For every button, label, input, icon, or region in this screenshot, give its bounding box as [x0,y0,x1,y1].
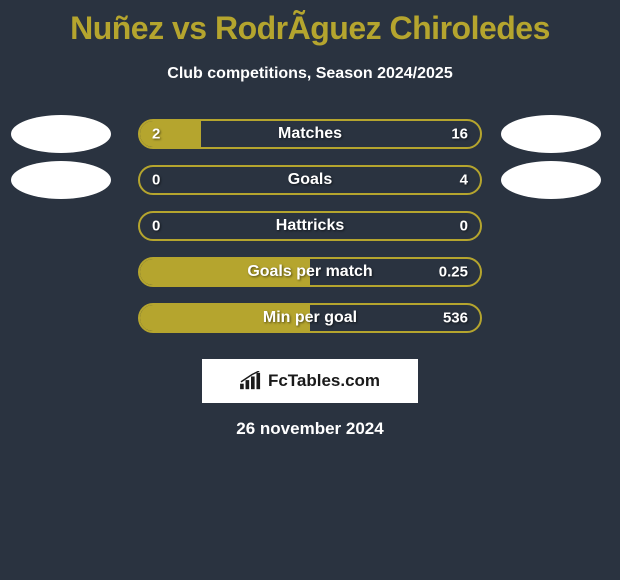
stat-value-right: 4 [460,172,468,189]
stat-bar: Goals per match 0.25 [138,257,482,287]
stat-bar: 0 Hattricks 0 [138,211,482,241]
avatar-left [11,161,111,199]
logo-box[interactable]: FcTables.com [202,359,418,403]
stat-value-right: 16 [451,126,468,143]
stat-value-right: 0 [460,218,468,235]
avatar-left [11,115,111,153]
stat-label: Hattricks [276,217,344,235]
root: Nuñez vs RodrÃ­guez Chiroledes Club comp… [0,0,620,439]
stat-label: Goals [288,171,332,189]
stat-value-right: 536 [443,310,468,327]
page-title: Nuñez vs RodrÃ­guez Chiroledes [70,10,550,47]
stat-value-left: 2 [152,126,160,143]
stats-area: 2 Matches 16 0 Goals 4 0 Hattricks 0 Goals per ma… [0,111,620,341]
stat-row: 2 Matches 16 [0,111,620,157]
date-label: 26 november 2024 [236,419,383,439]
avatar-right [501,161,601,199]
stat-label: Min per goal [263,309,357,327]
stat-label: Goals per match [247,263,372,281]
subtitle: Club competitions, Season 2024/2025 [167,65,452,83]
stat-bar: Min per goal 536 [138,303,482,333]
stat-row: 0 Hattricks 0 [0,203,620,249]
bar-fill-left [140,121,201,147]
stat-value-left: 0 [152,218,160,235]
stat-bar: 0 Goals 4 [138,165,482,195]
stat-row: 0 Goals 4 [0,157,620,203]
stat-row: Goals per match 0.25 [0,249,620,295]
stat-value-left: 0 [152,172,160,189]
avatar-right [501,115,601,153]
logo-text: FcTables.com [268,371,380,391]
stat-bar: 2 Matches 16 [138,119,482,149]
bar-chart-icon [240,371,262,391]
stat-label: Matches [278,125,342,143]
stat-row: Min per goal 536 [0,295,620,341]
stat-value-right: 0.25 [439,264,468,281]
